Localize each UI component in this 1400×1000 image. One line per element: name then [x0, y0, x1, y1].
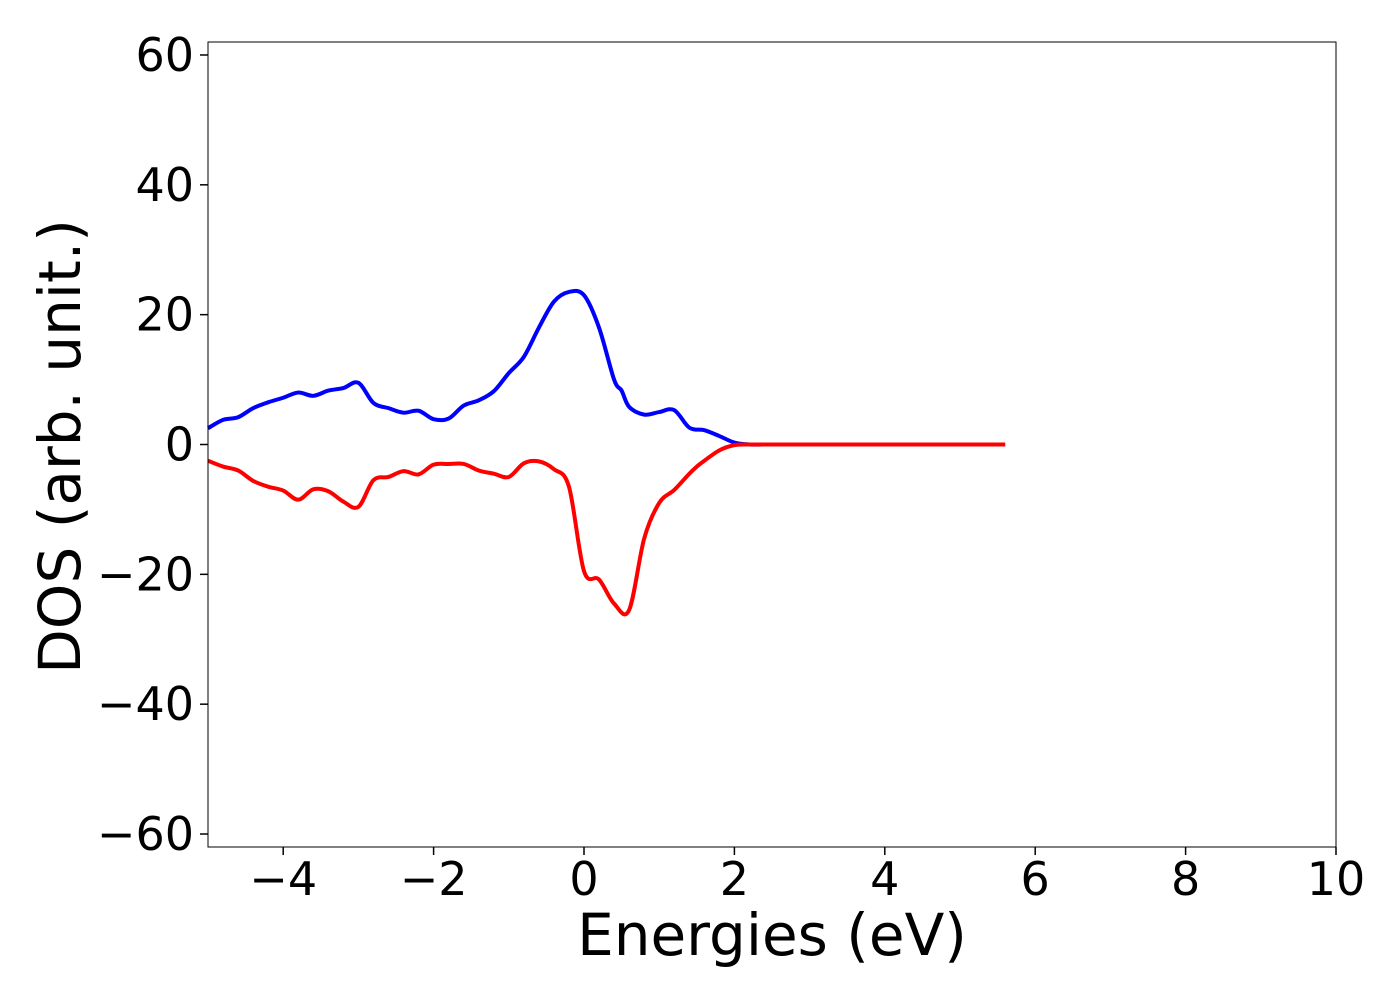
y-tick-label: 20	[135, 288, 194, 342]
x-axis-label: Energies (eV)	[577, 901, 967, 969]
series-layer	[206, 288, 1006, 617]
x-tick-label: −4	[249, 852, 317, 906]
x-tick-label: 0	[569, 852, 598, 906]
x-axis-ticks: −4 −2 0 2 4 6 8 10	[249, 847, 1365, 906]
x-tick-label: 4	[870, 852, 899, 906]
x-tick-label: 10	[1307, 852, 1366, 906]
series-line-2	[207, 442, 1006, 617]
x-tick-label: −2	[400, 852, 468, 906]
x-tick-label: 6	[1021, 852, 1050, 906]
y-axis-ticks: −60 −40 −20 0 20 40 60	[97, 28, 208, 861]
y-tick-label: 60	[135, 28, 194, 82]
y-tick-label: −60	[97, 807, 194, 861]
y-axis-label: DOS (arb. unit.)	[26, 219, 94, 674]
y-tick-label: −40	[97, 677, 194, 731]
x-tick-label: 8	[1171, 852, 1200, 906]
y-tick-label: −20	[97, 547, 194, 601]
y-tick-label: 0	[165, 418, 194, 472]
y-tick-label: 40	[135, 158, 194, 212]
x-tick-label: 2	[720, 852, 749, 906]
